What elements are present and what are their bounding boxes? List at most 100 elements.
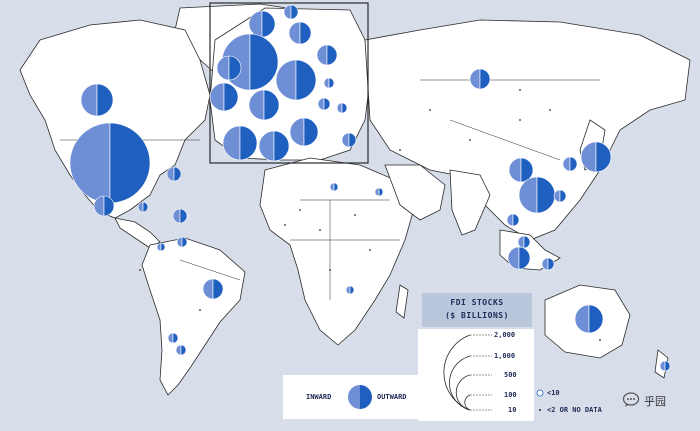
chat-bubble-icon xyxy=(622,392,640,407)
fdi-bubble-new-zealand xyxy=(659,360,671,372)
scale-label-1000: 1,000 xyxy=(494,352,516,360)
fdi-bubble-chile xyxy=(167,332,179,344)
outward-half xyxy=(569,156,578,172)
outward-half xyxy=(290,4,299,20)
outward-half xyxy=(239,125,258,161)
outward-half xyxy=(179,208,188,224)
fdi-bubble-usa xyxy=(69,122,151,204)
fdi-bubble-france xyxy=(209,82,239,112)
no-data-dot xyxy=(329,269,331,271)
no-data-dot xyxy=(599,339,601,341)
fdi-bubble-libya xyxy=(329,182,339,192)
legend-title-box xyxy=(422,293,532,327)
africa xyxy=(259,157,416,346)
outward-half xyxy=(479,68,491,90)
inward-half xyxy=(518,176,538,214)
outward-half xyxy=(588,304,604,334)
outward-half xyxy=(518,246,531,270)
outward-half xyxy=(328,77,335,89)
inward-half xyxy=(508,157,522,183)
no-data-dot xyxy=(519,119,521,121)
fdi-bubble-turkey xyxy=(341,132,357,148)
fdi-bubble-china-east xyxy=(518,176,556,214)
inward-half xyxy=(80,83,98,117)
no-data-dot xyxy=(319,229,321,231)
fdi-bubble-indonesia xyxy=(541,257,555,271)
legend-title-line1: FDI STOCKS xyxy=(450,298,504,307)
arabia xyxy=(384,164,446,221)
small-marker-icon xyxy=(536,389,544,397)
outward-half xyxy=(559,189,567,203)
inward-half xyxy=(222,125,241,161)
no-data-dot xyxy=(399,149,401,151)
inward-half xyxy=(288,21,301,45)
scale-label-10: 10 xyxy=(508,406,517,414)
outward-half xyxy=(341,102,348,114)
fdi-bubble-czech xyxy=(323,77,335,89)
fdi-bubble-colombia xyxy=(156,242,166,252)
key-outward-half xyxy=(360,385,372,409)
asia xyxy=(364,19,691,241)
scale-arc-500 xyxy=(455,374,471,411)
inward-half xyxy=(289,117,305,147)
fdi-bubble-japan xyxy=(580,141,612,173)
outward-half xyxy=(523,235,531,249)
fdi-bubble-finland xyxy=(283,4,299,20)
scale-label-500: 500 xyxy=(504,371,517,379)
outward-half xyxy=(212,278,224,300)
note-nodata: <2 OR NO DATA xyxy=(547,406,602,414)
inward-outward-key xyxy=(283,375,418,419)
outward-half xyxy=(249,33,279,91)
fdi-bubble-singapore xyxy=(507,246,531,270)
scale-label-100: 100 xyxy=(504,391,517,399)
outward-half xyxy=(349,285,355,295)
outward-half xyxy=(547,257,555,271)
fdi-bubble-ireland xyxy=(216,55,242,81)
no-data-dot xyxy=(469,139,471,141)
fdi-bubble-caribbean xyxy=(172,208,188,224)
inward-half xyxy=(209,82,225,112)
outward-half xyxy=(103,195,115,217)
outward-half xyxy=(273,130,290,162)
outward-label: OUTWARD xyxy=(377,393,407,401)
fdi-bubble-brazil xyxy=(202,278,224,300)
madagascar xyxy=(395,284,409,319)
inward-half xyxy=(541,257,549,271)
no-data-dot xyxy=(369,249,371,251)
fdi-bubble-russia xyxy=(469,68,491,90)
inward-half xyxy=(580,141,597,173)
fdi-bubble-australia xyxy=(574,304,604,334)
outward-half xyxy=(173,166,182,182)
dot-marker-icon xyxy=(539,409,541,411)
no-data-dot xyxy=(429,109,431,111)
inward-half xyxy=(553,189,561,203)
inward-half xyxy=(202,278,214,300)
fdi-bubble-baltics xyxy=(288,21,312,45)
fdi-bubble-poland xyxy=(316,44,338,66)
north-america xyxy=(19,19,211,219)
outward-half xyxy=(172,332,179,344)
europe-inset-frame xyxy=(209,2,369,164)
inward-half xyxy=(166,166,175,182)
scale-arc-1000 xyxy=(449,355,471,411)
no-data-dot xyxy=(549,109,551,111)
fdi-bubble-egypt xyxy=(374,187,384,197)
outward-half xyxy=(326,44,338,66)
fdi-bubble-taiwan xyxy=(553,189,567,203)
fdi-bubble-cuba xyxy=(137,201,149,213)
scale-label-2000: 2,000 xyxy=(494,331,516,339)
fdi-bubble-argentina xyxy=(175,344,187,356)
scale-arc-100 xyxy=(464,394,471,411)
fdi-bubble-italy xyxy=(258,130,290,162)
fdi-bubble-hungary xyxy=(317,97,331,111)
inward-half xyxy=(93,195,105,217)
fdi-bubble-austria xyxy=(289,117,319,147)
fdi-bubbles xyxy=(69,4,671,372)
fdi-bubble-canada xyxy=(80,83,114,117)
outward-half xyxy=(333,182,339,192)
outward-half xyxy=(180,344,187,356)
outward-half xyxy=(299,21,312,45)
fdi-bubble-korea xyxy=(562,156,578,172)
outward-half xyxy=(109,122,151,204)
no-data-dot xyxy=(519,89,521,91)
